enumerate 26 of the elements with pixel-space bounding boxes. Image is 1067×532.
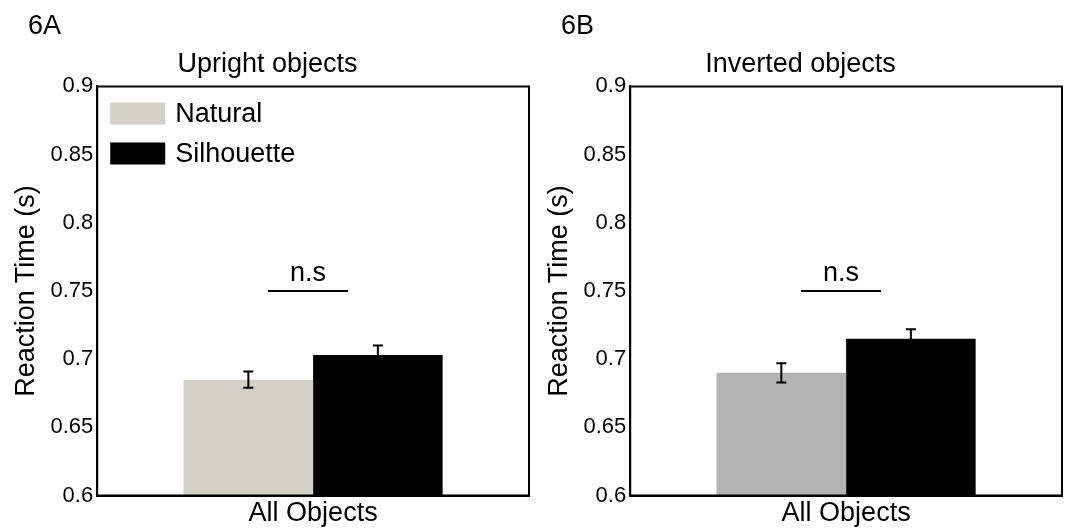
y-axis-title: Reaction Time (s) (9, 185, 40, 397)
chart-title: Inverted objects (705, 47, 896, 78)
y-tick-label: 0.65 (583, 413, 627, 439)
legend-label: Silhouette (175, 137, 296, 168)
y-tick-label: 0.65 (50, 413, 94, 439)
y-tick-label: 0.75 (583, 277, 627, 303)
chart-title: Upright objects (177, 47, 358, 78)
text: 6B (561, 10, 595, 41)
y-tick-label: 0.9 (595, 72, 627, 98)
y-tick-label: 0.85 (583, 140, 627, 166)
y-tick-label: 0.9 (62, 72, 94, 98)
x-tick-label: All Objects (781, 497, 911, 528)
legend-label: Natural (175, 97, 263, 128)
y-tick-label: 0.6 (595, 481, 627, 507)
y-tick-label: 0.7 (62, 345, 94, 371)
y-tick-label: 0.6 (62, 481, 94, 507)
text: 6A (28, 10, 62, 41)
y-tick-label: 0.8 (595, 208, 627, 234)
annotation: n.s (290, 256, 327, 287)
y-tick-label: 0.7 (595, 345, 627, 371)
annotation: n.s (823, 256, 860, 287)
x-tick-label: All Objects (248, 497, 378, 528)
y-axis-title: Reaction Time (s) (542, 185, 573, 397)
y-tick-label: 0.85 (50, 140, 94, 166)
y-tick-label: 0.8 (62, 208, 94, 234)
y-tick-label: 0.75 (50, 277, 94, 303)
